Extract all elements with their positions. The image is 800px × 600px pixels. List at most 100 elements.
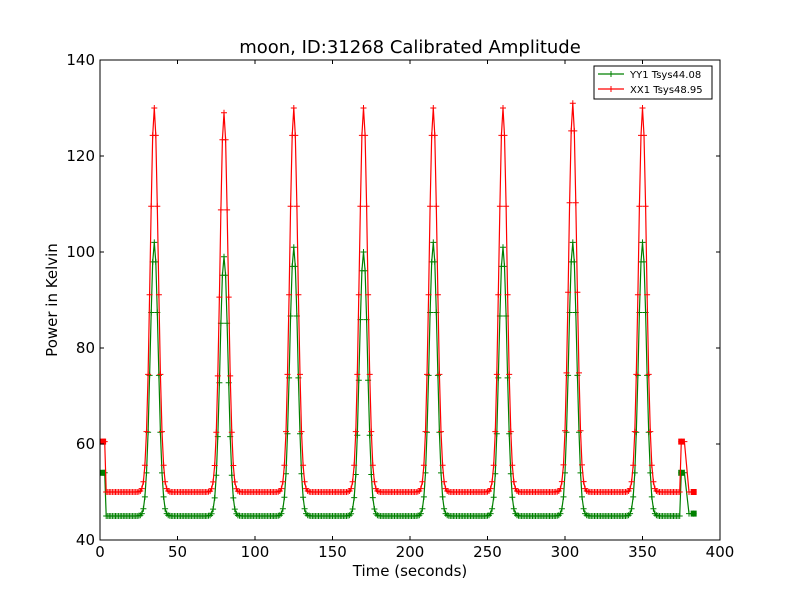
x-tick-label: 200 bbox=[396, 543, 425, 561]
data-point bbox=[283, 428, 289, 435]
data-point bbox=[290, 105, 297, 111]
data-point bbox=[438, 428, 444, 435]
data-point bbox=[630, 493, 637, 500]
data-point bbox=[633, 371, 640, 378]
data-point bbox=[631, 428, 638, 435]
x-tick-label: 300 bbox=[551, 543, 580, 561]
y-axis-label: Power in Kelvin bbox=[43, 243, 61, 357]
data-point bbox=[558, 478, 565, 485]
end-marker bbox=[678, 469, 685, 476]
data-point bbox=[152, 132, 159, 139]
data-point bbox=[208, 485, 215, 492]
data-point bbox=[224, 206, 231, 213]
data-point bbox=[348, 485, 355, 492]
data-point bbox=[225, 294, 232, 301]
data-point bbox=[348, 510, 355, 517]
series-1 bbox=[100, 239, 697, 519]
data-point bbox=[563, 369, 570, 376]
data-point bbox=[369, 494, 376, 501]
data-point bbox=[217, 206, 224, 213]
end-marker bbox=[690, 489, 697, 495]
data-point bbox=[208, 510, 215, 517]
data-point bbox=[300, 494, 307, 501]
data-point bbox=[230, 494, 237, 501]
data-point bbox=[509, 494, 516, 501]
chart-title: moon, ID:31268 Calibrated Amplitude bbox=[239, 37, 581, 58]
data-point bbox=[281, 462, 288, 469]
data-point bbox=[146, 291, 153, 298]
data-point bbox=[495, 291, 502, 298]
data-point bbox=[510, 478, 517, 485]
data-point bbox=[507, 428, 514, 435]
data-point bbox=[489, 505, 496, 512]
data-point bbox=[138, 510, 145, 517]
data-point bbox=[580, 505, 587, 512]
y-tick-label: 60 bbox=[76, 435, 95, 453]
data-point bbox=[159, 428, 165, 435]
data-point bbox=[417, 485, 424, 492]
data-point bbox=[284, 371, 291, 378]
x-tick-label: 100 bbox=[241, 543, 270, 561]
data-point bbox=[222, 272, 229, 279]
data-point bbox=[576, 369, 582, 376]
data-point bbox=[572, 199, 579, 206]
data-point bbox=[365, 291, 372, 298]
data-point bbox=[151, 105, 158, 111]
data-point bbox=[569, 239, 576, 246]
data-point bbox=[557, 485, 564, 492]
data-point bbox=[501, 132, 508, 139]
data-point bbox=[487, 510, 494, 517]
data-point bbox=[227, 372, 234, 379]
end-marker bbox=[690, 510, 697, 517]
data-point bbox=[360, 249, 367, 255]
y-tick-label: 120 bbox=[66, 147, 95, 165]
x-tick-label: 50 bbox=[168, 543, 187, 561]
legend-marker bbox=[608, 71, 614, 77]
data-point bbox=[143, 428, 150, 435]
data-point bbox=[360, 105, 367, 111]
data-point bbox=[509, 462, 516, 469]
data-point bbox=[501, 263, 508, 270]
data-point bbox=[278, 510, 285, 517]
data-point bbox=[565, 289, 572, 296]
data-point bbox=[487, 485, 494, 492]
data-point bbox=[349, 506, 356, 512]
data-point bbox=[504, 291, 511, 298]
data-point bbox=[278, 485, 285, 492]
data-point bbox=[155, 291, 162, 298]
data-point bbox=[424, 371, 430, 378]
data-point bbox=[648, 493, 655, 500]
data-point bbox=[211, 462, 218, 469]
data-point bbox=[228, 429, 235, 436]
data-point bbox=[436, 371, 443, 378]
data-point bbox=[628, 505, 635, 512]
data-point bbox=[628, 478, 635, 485]
x-tick-label: 250 bbox=[473, 543, 502, 561]
data-point bbox=[162, 505, 169, 512]
data-point bbox=[560, 461, 567, 468]
data-point bbox=[560, 493, 567, 500]
data-point bbox=[676, 489, 683, 495]
x-axis-label: Time (seconds) bbox=[352, 562, 468, 580]
data-point bbox=[351, 462, 358, 469]
data-point bbox=[433, 203, 440, 210]
data-point bbox=[363, 203, 370, 210]
data-point bbox=[231, 506, 238, 513]
data-point bbox=[221, 109, 227, 116]
data-point bbox=[493, 371, 500, 378]
data-point bbox=[569, 100, 576, 107]
data-point bbox=[417, 510, 424, 517]
data-point bbox=[293, 203, 300, 210]
data-point bbox=[562, 427, 568, 434]
data-point bbox=[157, 371, 164, 378]
data-point bbox=[577, 427, 584, 434]
data-point bbox=[362, 132, 369, 139]
data-point bbox=[430, 239, 437, 246]
data-point bbox=[506, 371, 513, 378]
data-point bbox=[557, 510, 564, 517]
data-point bbox=[141, 493, 148, 500]
data-point bbox=[558, 505, 565, 512]
data-point bbox=[213, 429, 220, 436]
